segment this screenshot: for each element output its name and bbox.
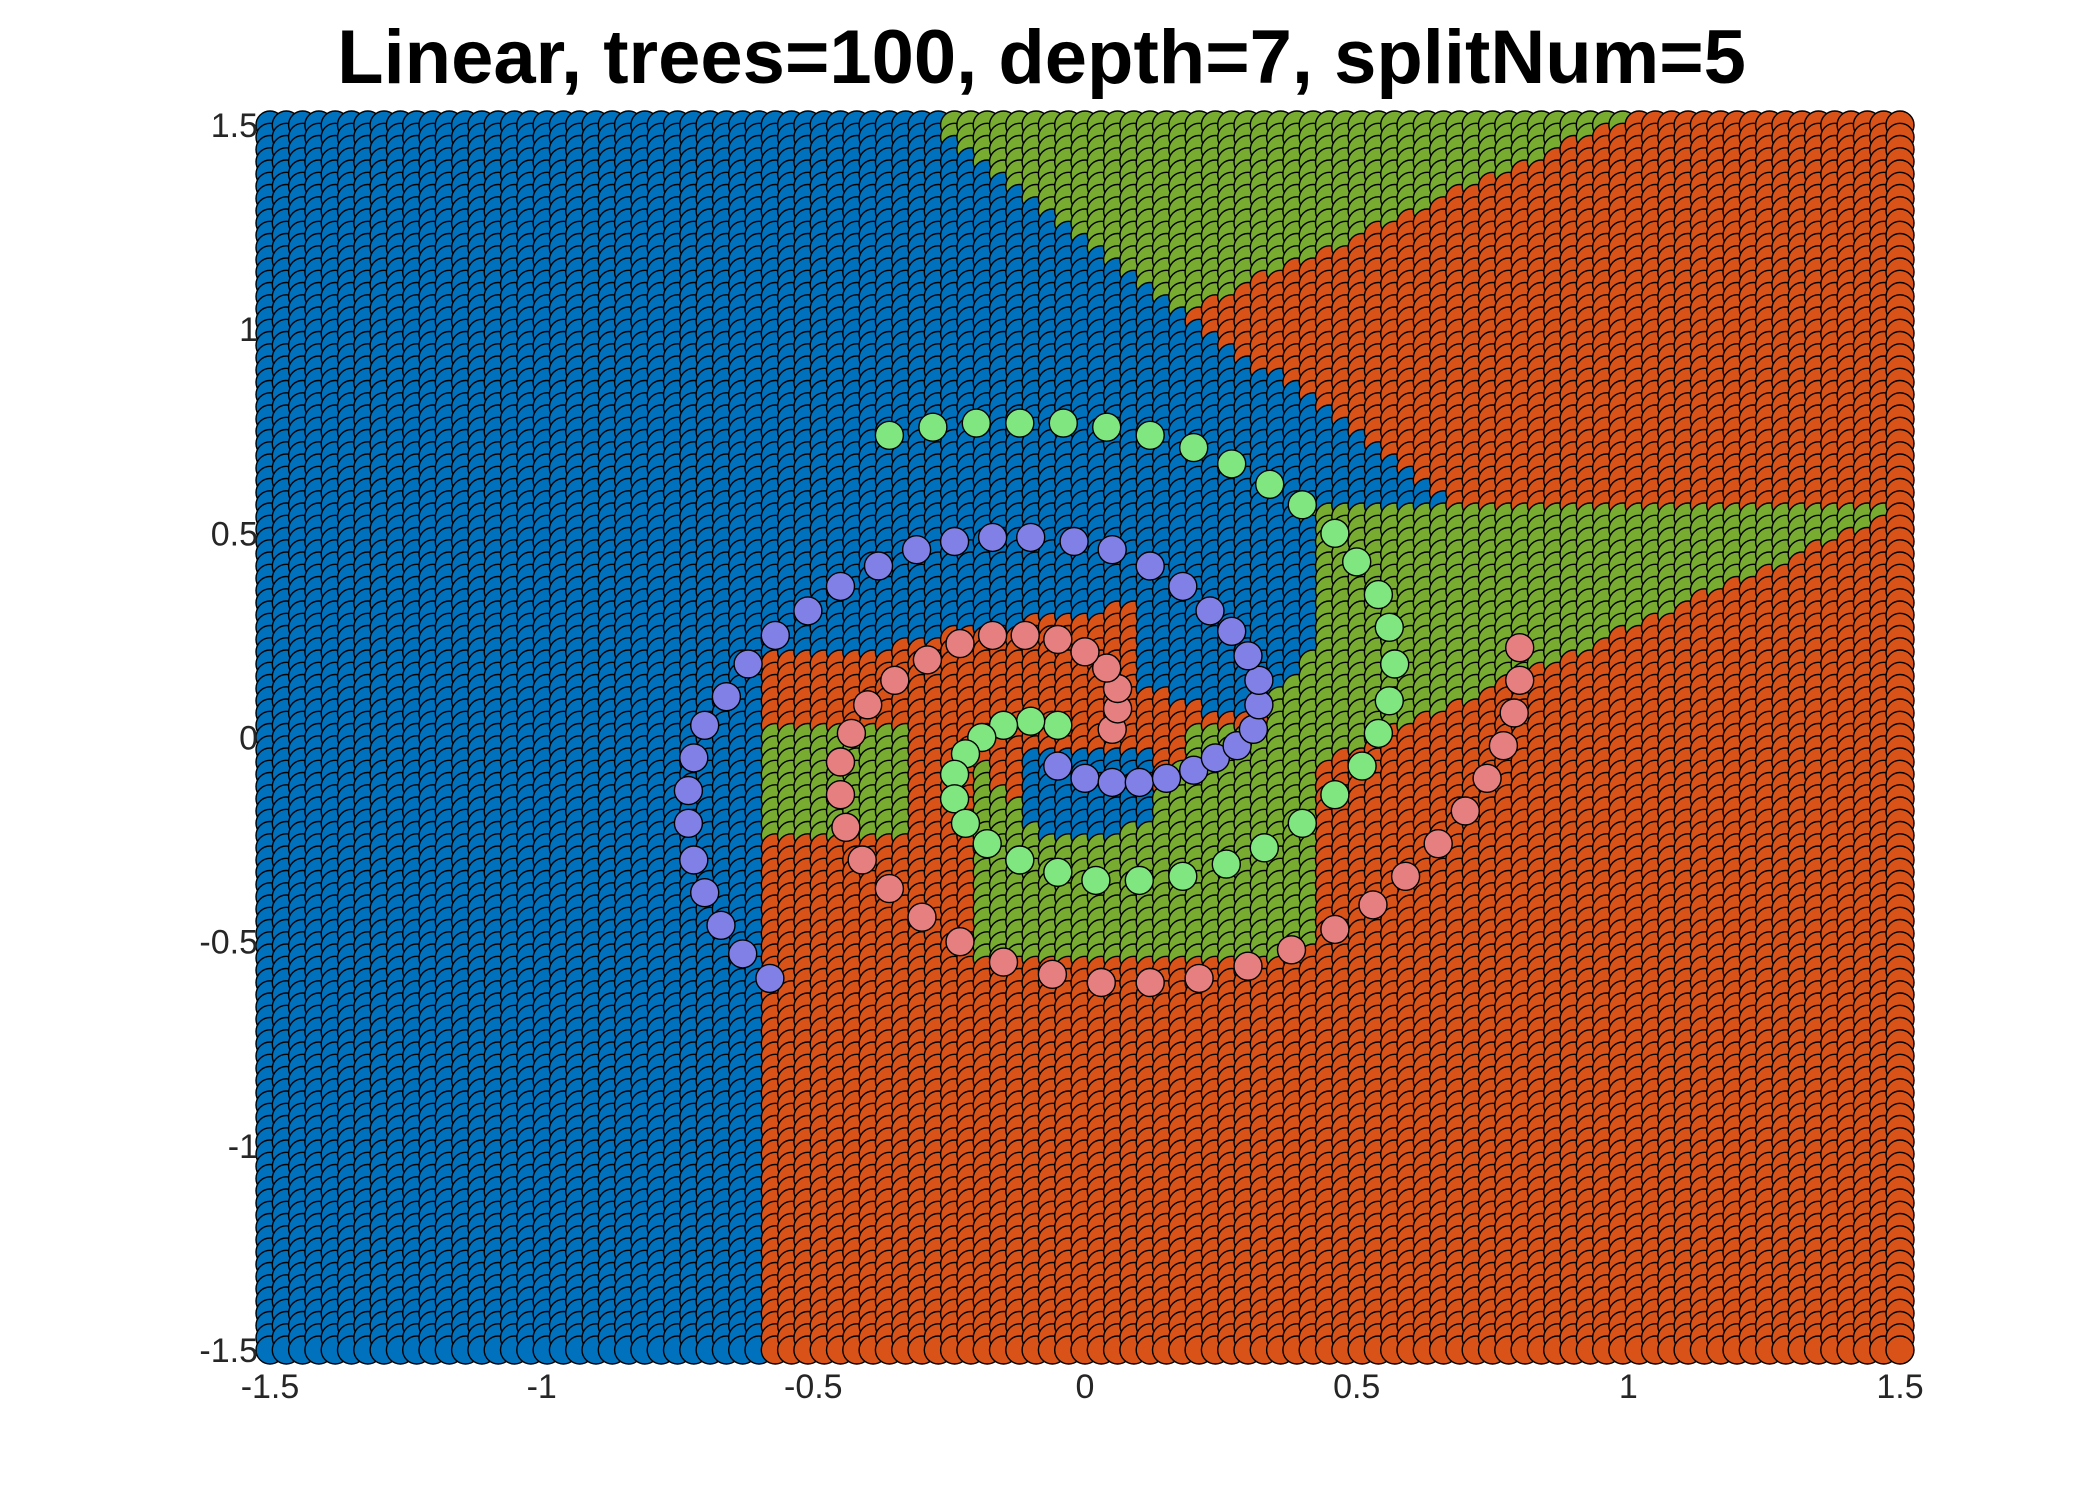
chart-title: Linear, trees=100, depth=7, splitNum=5	[337, 15, 1746, 100]
decision-region-grid	[255, 110, 1915, 1365]
